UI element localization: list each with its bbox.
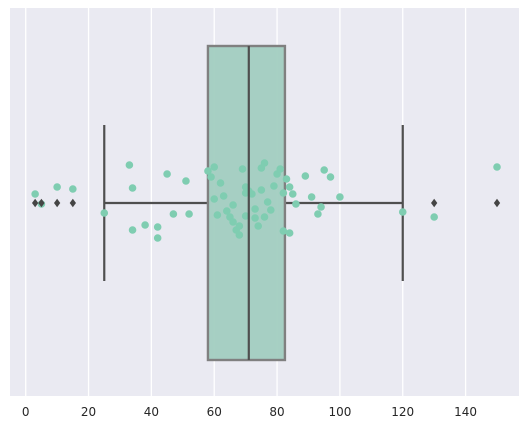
strip-point bbox=[31, 190, 39, 198]
strip-point bbox=[229, 218, 237, 226]
x-tick-label: 100 bbox=[328, 405, 351, 419]
strip-point bbox=[282, 175, 291, 183]
strip-point bbox=[222, 207, 231, 215]
strip-point bbox=[125, 161, 134, 169]
strip-point bbox=[213, 211, 222, 219]
strip-point bbox=[128, 226, 137, 234]
strip-point bbox=[185, 210, 193, 218]
strip-point bbox=[398, 208, 407, 216]
strip-point bbox=[251, 205, 259, 213]
strip-point bbox=[141, 221, 149, 229]
x-tick-label: 60 bbox=[207, 405, 222, 419]
strip-point bbox=[219, 192, 228, 200]
strip-point bbox=[285, 183, 294, 191]
strip-point bbox=[263, 198, 272, 206]
strip-point bbox=[235, 231, 244, 239]
strip-point bbox=[320, 166, 328, 174]
strip-point bbox=[210, 195, 219, 203]
strip-point bbox=[169, 210, 178, 218]
strip-point bbox=[100, 209, 109, 217]
strip-point bbox=[270, 182, 278, 190]
strip-point bbox=[207, 173, 215, 181]
strip-point bbox=[251, 214, 259, 222]
strip-point bbox=[182, 177, 190, 185]
strip-point bbox=[314, 210, 322, 218]
x-tick-labels: 0 20 40 60 80 100 120 140 bbox=[22, 405, 477, 419]
strip-point bbox=[430, 213, 438, 221]
x-tick-label: 140 bbox=[454, 405, 477, 419]
x-tick-label: 80 bbox=[269, 405, 284, 419]
strip-point bbox=[260, 213, 269, 221]
strip-point bbox=[260, 159, 269, 167]
strip-point bbox=[153, 223, 162, 231]
x-tick-label: 40 bbox=[144, 405, 159, 419]
strip-point bbox=[307, 193, 316, 201]
strip-point bbox=[241, 212, 250, 220]
outlier-marker bbox=[31, 198, 39, 208]
strip-point bbox=[69, 185, 77, 193]
strip-point bbox=[276, 165, 285, 173]
x-tick-label: 20 bbox=[81, 405, 96, 419]
box-layer bbox=[103, 44, 404, 362]
outlier-marker bbox=[38, 198, 45, 208]
strip-point bbox=[288, 190, 297, 198]
strip-point bbox=[301, 172, 310, 180]
strip-point bbox=[216, 179, 225, 187]
x-tick-label: 120 bbox=[391, 405, 414, 419]
iqr-box bbox=[206, 44, 287, 362]
strip-point bbox=[493, 163, 501, 171]
strip-point bbox=[248, 190, 256, 198]
strip-point bbox=[292, 200, 300, 208]
outlier-marker bbox=[69, 198, 76, 208]
strip-point bbox=[285, 229, 294, 237]
strip-point bbox=[266, 206, 275, 214]
outlier-marker bbox=[431, 198, 438, 208]
strip-point bbox=[163, 170, 171, 178]
strip-point bbox=[326, 173, 335, 181]
strip-point bbox=[153, 234, 162, 242]
x-tick-label: 0 bbox=[22, 405, 30, 419]
strip-point bbox=[210, 163, 219, 171]
strip-point bbox=[128, 184, 137, 192]
outlier-marker bbox=[53, 198, 61, 208]
strip-point bbox=[279, 227, 288, 235]
strip-point bbox=[229, 201, 237, 209]
strip-point bbox=[238, 165, 247, 173]
strip-point bbox=[53, 183, 61, 191]
strip-point bbox=[336, 193, 344, 201]
outlier-markers bbox=[31, 198, 501, 208]
strip-point bbox=[235, 222, 244, 230]
strip-point bbox=[204, 167, 212, 175]
outlier-marker bbox=[493, 198, 501, 208]
strip-point bbox=[317, 203, 325, 211]
strip-point bbox=[257, 186, 266, 194]
strip-point bbox=[254, 222, 263, 230]
strip-point bbox=[279, 189, 288, 197]
